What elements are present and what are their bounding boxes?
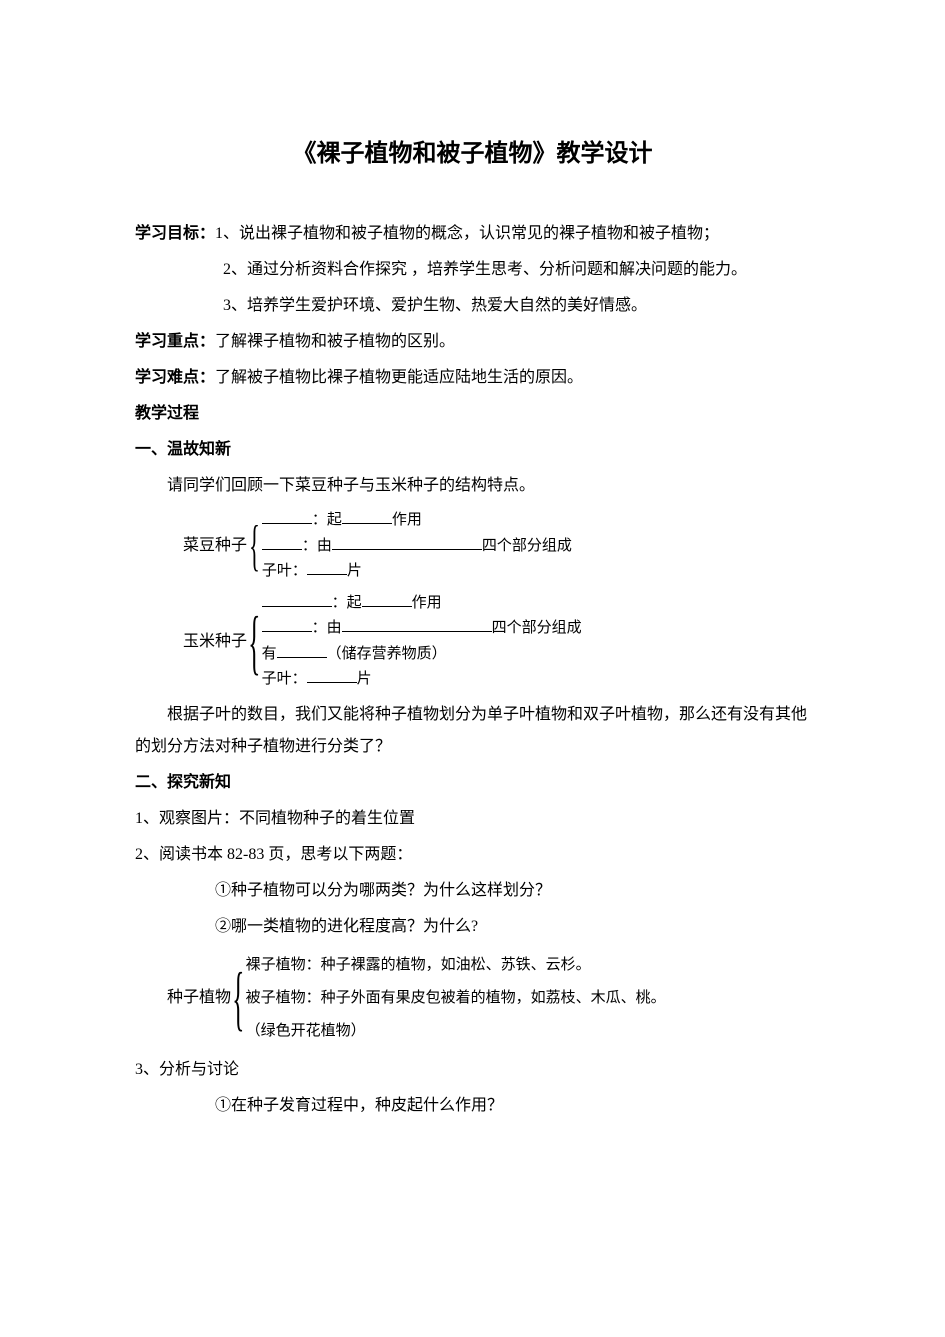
brace-bean: 菜豆种子 { ：起 作用 ：由 四个部分组成 子叶： 片: [183, 508, 810, 585]
page-title: 《裸子植物和被子植物》教学设计: [135, 130, 810, 178]
difficulty-label: 学习难点：: [135, 369, 215, 386]
goal-2: 2、通过分析资料合作探究 ，培养学生思考、分析问题和解决问题的能力。: [135, 254, 810, 286]
txt: ：由: [312, 620, 342, 636]
process-label: 教学过程: [135, 398, 810, 430]
brace-icon: {: [232, 962, 244, 1034]
txt: 片: [347, 563, 362, 579]
txt: 有: [262, 646, 277, 662]
brace-seed-row2: 被子植物：种子外面有果皮包被着的植物，如荔枝、木瓜、桃。: [246, 982, 666, 1015]
brace-corn-row2: ：由 四个部分组成: [262, 616, 582, 642]
txt: 作用: [392, 512, 422, 528]
difficulty-text: 了解被子植物比裸子植物更能适应陆地生活的原因。: [215, 369, 583, 386]
brace-corn-row3: 有 （储存营养物质）: [262, 642, 582, 668]
txt: 子叶：: [262, 671, 307, 687]
txt: ：起: [332, 595, 362, 611]
brace-seed-content: 裸子植物：种子裸露的植物，如油松、苏铁、云杉。 被子植物：种子外面有果皮包被着的…: [246, 949, 666, 1048]
section1-question: 根据子叶的数目，我们又能将种子植物划分为单子叶植物和双子叶植物，那么还有没有其他…: [135, 699, 810, 763]
brace-corn: 玉米种子 { ：起 作用 ：由 四个部分组成 有 （储存营养物质） 子叶： 片: [183, 591, 810, 693]
goal-3: 3、培养学生爱护环境、爱护生物、热爱大自然的美好情感。: [135, 290, 810, 322]
focus-line: 学习重点：了解裸子植物和被子植物的区别。: [135, 326, 810, 358]
brace-corn-content: ：起 作用 ：由 四个部分组成 有 （储存营养物质） 子叶： 片: [262, 591, 582, 693]
brace-bean-row1: ：起 作用: [262, 508, 572, 534]
txt: 作用: [412, 595, 442, 611]
section2-item2: 2、阅读书本 82-83 页，思考以下两题：: [135, 839, 810, 871]
brace-seed-row1: 裸子植物：种子裸露的植物，如油松、苏铁、云杉。: [246, 949, 666, 982]
section2-q2: ②哪一类植物的进化程度高？为什么?: [135, 911, 810, 943]
section2-q3: ①在种子发育过程中，种皮起什么作用？: [135, 1090, 810, 1122]
section2-item1: 1、观察图片：不同植物种子的着生位置: [135, 803, 810, 835]
focus-label: 学习重点：: [135, 333, 215, 350]
brace-corn-row1: ：起 作用: [262, 591, 582, 617]
brace-bean-row2: ：由 四个部分组成: [262, 534, 572, 560]
brace-icon: {: [249, 518, 260, 574]
brace-corn-row4: 子叶： 片: [262, 667, 582, 693]
brace-icon: {: [248, 606, 260, 678]
txt: 片: [357, 671, 372, 687]
brace-corn-label: 玉米种子: [183, 626, 247, 658]
difficulty-line: 学习难点：了解被子植物比裸子植物更能适应陆地生活的原因。: [135, 362, 810, 394]
brace-bean-content: ：起 作用 ：由 四个部分组成 子叶： 片: [262, 508, 572, 585]
goals-line1: 学习目标：1、说出裸子植物和被子植物的概念，认识常见的裸子植物和被子植物；: [135, 218, 810, 250]
brace-seed-row3: （绿色开花植物）: [246, 1015, 666, 1048]
txt: 子叶：: [262, 563, 307, 579]
goal-1: 1、说出裸子植物和被子植物的概念，认识常见的裸子植物和被子植物；: [215, 225, 719, 242]
txt: （储存营养物质）: [327, 646, 447, 662]
brace-seed-plant: 种子植物 { 裸子植物：种子裸露的植物，如油松、苏铁、云杉。 被子植物：种子外面…: [167, 949, 810, 1048]
focus-text: 了解裸子植物和被子植物的区别。: [215, 333, 455, 350]
section2-title: 二、探究新知: [135, 767, 810, 799]
txt: ：由: [302, 538, 332, 554]
brace-bean-label: 菜豆种子: [183, 530, 247, 562]
section2-q1: ①种子植物可以分为哪两类？为什么这样划分？: [135, 875, 810, 907]
txt: 四个部分组成: [492, 620, 582, 636]
txt: 四个部分组成: [482, 538, 572, 554]
goals-label: 学习目标：: [135, 225, 215, 242]
section2-item3: 3、分析与讨论: [135, 1054, 810, 1086]
section1-intro: 请同学们回顾一下菜豆种子与玉米种子的结构特点。: [135, 470, 810, 502]
brace-seed-label: 种子植物: [167, 982, 231, 1014]
brace-bean-row3: 子叶： 片: [262, 559, 572, 585]
section1-title: 一、温故知新: [135, 434, 810, 466]
txt: ：起: [312, 512, 342, 528]
